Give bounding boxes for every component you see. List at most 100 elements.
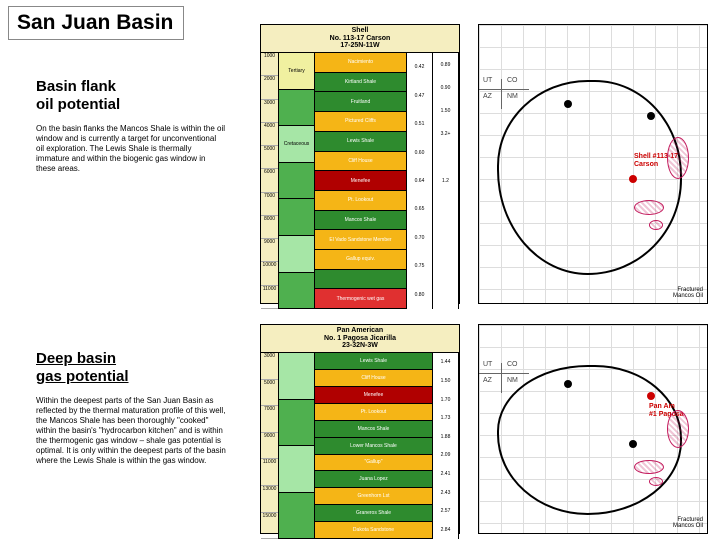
formation-cell: Greenhorn Lst	[315, 488, 432, 505]
basin-outline-bottom	[497, 365, 682, 515]
strat-unit	[279, 400, 314, 447]
well-dot	[629, 440, 637, 448]
depth-tick: 3000	[261, 100, 278, 123]
depth-tick: 13000	[261, 486, 278, 513]
ro-value: 0.47	[407, 82, 432, 110]
strat-unit: Tertiary	[279, 53, 314, 90]
depth-tick: 7000	[261, 193, 278, 216]
toc-value	[433, 146, 458, 169]
state-ut: UT	[483, 77, 492, 84]
state-az: AZ	[483, 377, 492, 384]
ro-value: 2.57	[433, 502, 458, 521]
strat-unit	[279, 353, 314, 400]
toc-value: 1.50	[433, 100, 458, 123]
state-border-v	[501, 363, 502, 393]
strat-unit	[279, 493, 314, 540]
strat-column-bottom: Pan American No. 1 Pagosa Jicarilla 23-3…	[260, 324, 460, 534]
ro-value: 2.41	[433, 465, 458, 484]
section-bottom: Deep basin gas potential Within the deep…	[36, 350, 226, 466]
depth-tick: 4000	[261, 123, 278, 146]
state-border-h	[479, 373, 529, 374]
formation-cell: "Gallup"	[315, 455, 432, 472]
formation-cell: El Vado Sandstone Member	[315, 230, 406, 250]
formation-cell: Cliff House	[315, 370, 432, 387]
formation-cell: Dakota Sandstone	[315, 522, 432, 539]
ro-value: 0.70	[407, 224, 432, 252]
well-dot-panam	[647, 392, 655, 400]
formation-cell	[315, 270, 406, 290]
section-top-heading: Basin flank oil potential	[36, 78, 226, 114]
state-nm: NM	[507, 377, 518, 384]
formation-cell: Pt. Lookout	[315, 404, 432, 421]
strat-bottom-body: 3000500070009000110001300015000 Lewis Sh…	[261, 353, 459, 539]
state-co: CO	[507, 77, 518, 84]
formation-cell: Menefee	[315, 171, 406, 191]
strat-bottom-formations: Lewis ShaleCliff HouseMenefeePt. Lookout…	[315, 353, 433, 539]
strat-unit	[279, 90, 314, 127]
toc-value	[433, 216, 458, 239]
formation-cell: Lower Mancos Shale	[315, 438, 432, 455]
formation-cell: Cliff House	[315, 152, 406, 172]
formation-cell: Lewis Shale	[315, 132, 406, 152]
depth-tick: 3000	[261, 353, 278, 380]
formation-cell: Kirtland Shale	[315, 73, 406, 93]
state-co: CO	[507, 361, 518, 368]
basin-outline-top	[497, 80, 682, 275]
formation-cell: Pt. Lookout	[315, 191, 406, 211]
strat-top-depth-axis: 1000200030004000500060007000800090001000…	[261, 53, 279, 309]
strat-top-toc: 0.890.901.503.2+1.2	[433, 53, 459, 309]
oil-blob	[667, 410, 689, 448]
depth-tick: 2000	[261, 76, 278, 99]
state-border-v	[501, 79, 502, 109]
depth-tick: 7000	[261, 406, 278, 433]
strat-unit: Cretaceous	[279, 126, 314, 163]
section-bottom-heading: Deep basin gas potential	[36, 350, 226, 386]
formation-cell: Menefee	[315, 387, 432, 404]
formation-cell: Pictured Cliffs	[315, 112, 406, 132]
ro-value: 0.64	[407, 167, 432, 195]
toc-value	[433, 239, 458, 262]
strat-unit	[279, 446, 314, 493]
oil-blob	[649, 220, 663, 230]
map-caption-bottom: Fractured Mancos Oil	[673, 517, 703, 529]
formation-cell: Juana Lopez	[315, 471, 432, 488]
map-panel-bottom: UT CO AZ NM Pan Am #1 Pagosa Fractured M…	[478, 324, 708, 534]
state-az: AZ	[483, 93, 492, 100]
strat-top-ro: 0.420.470.510.600.640.650.700.750.80	[407, 53, 433, 309]
depth-tick: 15000	[261, 513, 278, 540]
strat-top-units: Tertiary Cretaceous	[279, 53, 315, 309]
oil-blob	[667, 137, 689, 179]
formation-cell: Nacimiento	[315, 53, 406, 73]
ro-value: 0.75	[407, 252, 432, 280]
formation-cell: Gallup equiv.	[315, 250, 406, 270]
depth-tick: 1000	[261, 53, 278, 76]
ro-value: 1.44	[433, 353, 458, 372]
well-dot	[647, 112, 655, 120]
formation-cell: Mancos Shale	[315, 421, 432, 438]
toc-value: 1.2	[433, 169, 458, 192]
depth-tick: 11000	[261, 459, 278, 486]
strat-top-header: Shell No. 113-17 Carson 17-25N-11W	[261, 25, 459, 53]
ro-value: 0.65	[407, 195, 432, 223]
toc-value: 0.90	[433, 76, 458, 99]
ro-value: 0.60	[407, 138, 432, 166]
depth-tick: 9000	[261, 433, 278, 460]
toc-value: 0.89	[433, 53, 458, 76]
formation-cell: Fruitland	[315, 92, 406, 112]
formation-cell: Mancos Shale	[315, 211, 406, 231]
well-dot	[564, 380, 572, 388]
ro-value: 2.84	[433, 520, 458, 539]
ro-value: 0.51	[407, 110, 432, 138]
toc-value	[433, 193, 458, 216]
well-dot	[564, 100, 572, 108]
strat-bottom-header: Pan American No. 1 Pagosa Jicarilla 23-3…	[261, 325, 459, 353]
well-dot-shell	[629, 175, 637, 183]
strat-unit	[279, 163, 314, 200]
strat-bottom-ro: 1.441.501.701.731.882.092.412.432.572.84	[433, 353, 459, 539]
depth-tick: 6000	[261, 169, 278, 192]
ro-value: 0.42	[407, 53, 432, 81]
ro-value: 2.09	[433, 446, 458, 465]
formation-cell: Lewis Shale	[315, 353, 432, 370]
page-title: San Juan Basin	[17, 11, 173, 35]
oil-blob	[634, 200, 664, 215]
